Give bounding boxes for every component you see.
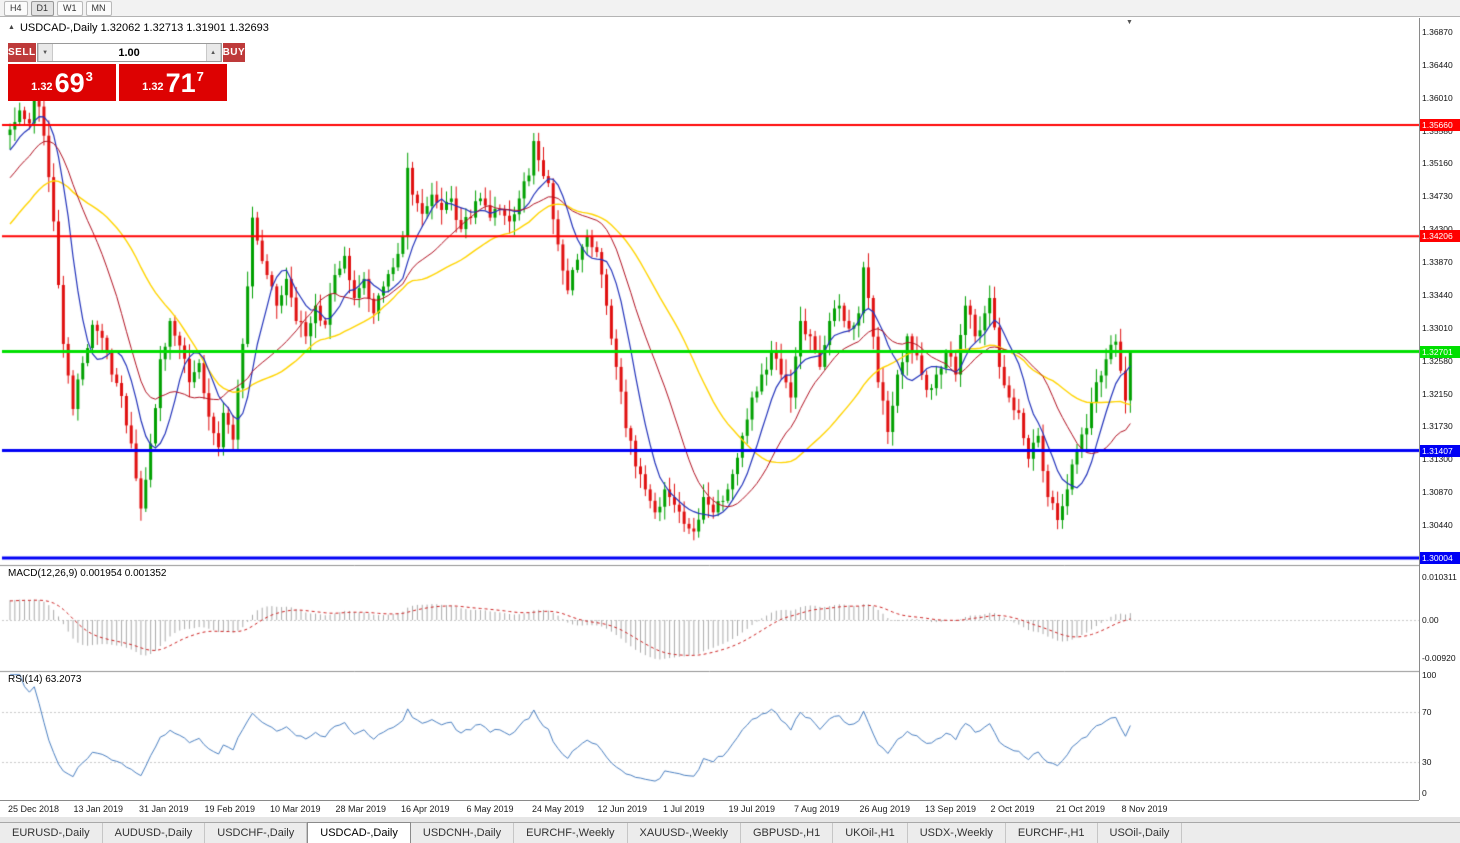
time-axis-label: 16 Apr 2019 — [401, 804, 450, 814]
chart-tab-usdcnh-daily[interactable]: USDCNH-,Daily — [411, 823, 515, 843]
one-click-collapse-icon[interactable]: ▲ — [8, 24, 15, 31]
time-axis-label: 10 Mar 2019 — [270, 804, 321, 814]
price-line-badge: 1.30004 — [1420, 552, 1460, 564]
chart-tab-usdchf-daily[interactable]: USDCHF-,Daily — [205, 823, 308, 843]
horizontal-scrollbar[interactable] — [0, 817, 1460, 822]
ask-big-figure: 1.32 — [142, 81, 164, 93]
time-axis-label: 12 Jun 2019 — [597, 804, 648, 814]
buy-price-button[interactable]: 1.32 71 7 — [119, 64, 227, 101]
rsi-indicator-label: RSI(14) 63.2073 — [8, 674, 82, 685]
volume-input[interactable] — [52, 44, 206, 61]
time-axis-label: 6 May 2019 — [466, 804, 514, 814]
timeframe-button-w1[interactable]: W1 — [57, 0, 83, 16]
rsi-axis-label: 70 — [1422, 707, 1432, 717]
price-axis-label: 1.33440 — [1422, 289, 1453, 300]
bid-pips: 69 — [54, 67, 85, 98]
time-axis-label: 19 Jul 2019 — [728, 804, 776, 814]
time-axis-label: 25 Dec 2018 — [8, 804, 60, 814]
time-axis-label: 28 Mar 2019 — [335, 804, 387, 814]
price-line-badge: 1.34206 — [1420, 230, 1460, 243]
price-axis-label: 1.30870 — [1422, 486, 1453, 497]
timeframe-button-mn[interactable]: MN — [85, 0, 112, 16]
time-axis-label: 1 Jul 2019 — [663, 804, 705, 814]
price-axis-label: 1.33010 — [1422, 322, 1453, 333]
chart-tab-usdcad-daily[interactable]: USDCAD-,Daily — [307, 822, 411, 843]
time-axis-label: 21 Oct 2019 — [1056, 804, 1106, 814]
time-axis-label: 2 Oct 2019 — [990, 804, 1035, 814]
price-axis-label: 1.36870 — [1422, 27, 1453, 38]
chart-tab-usdx-weekly[interactable]: USDX-,Weekly — [908, 823, 1006, 843]
ask-pipette: 7 — [196, 68, 204, 84]
price-chart-canvas[interactable] — [0, 18, 1419, 800]
sell-button[interactable]: SELL — [8, 43, 36, 62]
price-axis-label: 1.35580 — [1422, 126, 1453, 137]
volume-control: ▼ ▲ — [36, 43, 222, 62]
ohlc-text: USDCAD-,Daily 1.32062 1.32713 1.31901 1.… — [19, 22, 269, 34]
price-axis-label: 1.31300 — [1422, 453, 1453, 464]
chart-tab-bar: EURUSD-,Daily AUDUSD-,Daily USDCHF-,Daily U… — [0, 822, 1460, 843]
chart-tab-xauusd-weekly[interactable]: XAUUSD-,Weekly — [628, 823, 741, 843]
price-axis-label: 1.35160 — [1422, 158, 1453, 169]
price-axis-label: 1.30440 — [1422, 519, 1453, 530]
chart-shift-marker[interactable]: ▼ — [1126, 19, 1133, 26]
chart-tab-ukoil-h1[interactable]: UKOil-,H1 — [833, 823, 908, 843]
volume-increase-button[interactable]: ▲ — [205, 44, 221, 61]
price-axis-label: 1.34300 — [1422, 224, 1453, 235]
time-axis-label: 19 Feb 2019 — [204, 804, 256, 814]
chart-tab-eurusd-daily[interactable]: EURUSD-,Daily — [0, 823, 103, 843]
time-axis-label: 13 Jan 2019 — [73, 804, 124, 814]
timeframe-toolbar: H4 D1 W1 MN — [0, 0, 1460, 17]
price-axis-label: 1.32150 — [1422, 388, 1453, 399]
chart-tab-gbpusd-h1[interactable]: GBPUSD-,H1 — [741, 823, 834, 843]
price-axis: 1.36870 1.36440 1.36010 1.35580 1.35160 1.347… — [1419, 18, 1460, 800]
time-axis-label: 26 Aug 2019 — [859, 804, 911, 814]
macd-axis-label: 0.00 — [1422, 615, 1439, 625]
time-axis-label: 24 May 2019 — [532, 804, 585, 814]
macd-indicator-label: MACD(12,26,9) 0.001954 0.001352 — [8, 568, 167, 579]
chart-ohlc-title: ▲ USDCAD-,Daily 1.32062 1.32713 1.31901 1… — [8, 22, 269, 34]
price-axis-label: 1.36440 — [1422, 60, 1453, 71]
time-axis-label: 7 Aug 2019 — [794, 804, 840, 814]
time-axis-label: 13 Sep 2019 — [925, 804, 977, 814]
price-line-badge: 1.31407 — [1420, 444, 1460, 457]
macd-axis-label: 0.010311 — [1422, 572, 1457, 583]
price-axis-label: 1.32580 — [1422, 355, 1453, 366]
chart-tab-audusd-daily[interactable]: AUDUSD-,Daily — [103, 823, 206, 843]
timeframe-button-d1[interactable]: D1 — [30, 0, 55, 16]
chart-tab-eurchf-weekly[interactable]: EURCHF-,Weekly — [514, 823, 628, 843]
bid-pipette: 3 — [85, 68, 93, 84]
price-axis-label: 1.31730 — [1422, 420, 1453, 431]
chart-tab-usoil-daily[interactable]: USOil-,Daily — [1098, 823, 1183, 843]
volume-decrease-button[interactable]: ▼ — [37, 44, 53, 61]
price-axis-label: 1.33870 — [1422, 257, 1453, 268]
price-line-badge: 1.35660 — [1420, 118, 1460, 131]
sell-price-button[interactable]: 1.32 69 3 — [8, 64, 116, 101]
price-line-badge: 1.32701 — [1420, 345, 1460, 358]
rsi-axis-label: 30 — [1422, 757, 1432, 767]
ask-pips: 71 — [165, 67, 196, 98]
bid-big-figure: 1.32 — [31, 81, 53, 93]
chart-tab-eurchf-h1[interactable]: EURCHF-,H1 — [1006, 823, 1098, 843]
rsi-axis-label: 0 — [1422, 788, 1427, 798]
rsi-axis-label: 100 — [1422, 669, 1437, 680]
macd-axis-label: -0.00920 — [1422, 653, 1456, 663]
time-axis-label: 8 Nov 2019 — [1121, 804, 1168, 814]
price-axis-label: 1.36010 — [1422, 93, 1453, 104]
timeframe-button-h4[interactable]: H4 — [4, 0, 28, 16]
buy-button[interactable]: BUY — [222, 43, 246, 62]
time-axis: 25 Dec 2018 13 Jan 2019 31 Jan 2019 19 Feb … — [0, 800, 1419, 817]
time-axis-label: 31 Jan 2019 — [139, 804, 189, 814]
price-axis-label: 1.34730 — [1422, 191, 1453, 202]
